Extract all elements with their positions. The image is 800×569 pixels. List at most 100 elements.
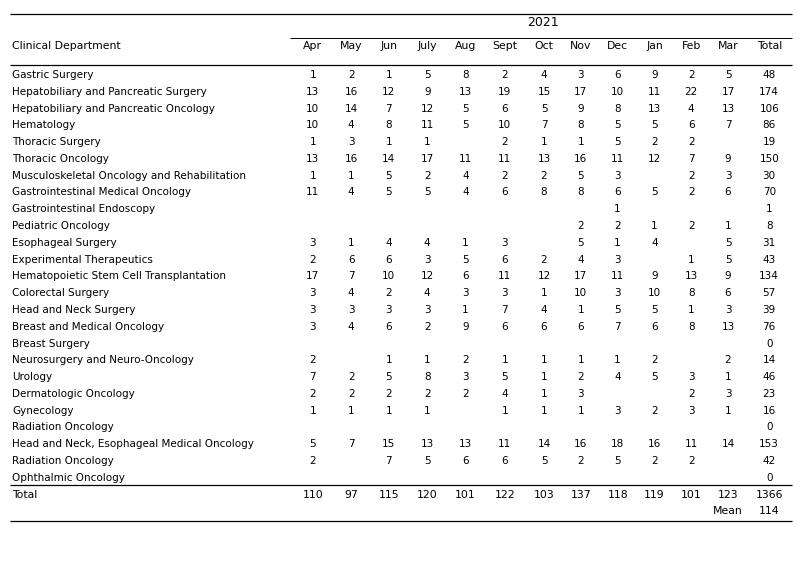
Text: 2: 2 <box>688 171 694 181</box>
Text: 2: 2 <box>502 137 508 147</box>
Text: 4: 4 <box>688 104 694 114</box>
Text: 6: 6 <box>502 188 508 197</box>
Text: 13: 13 <box>722 322 734 332</box>
Text: 7: 7 <box>386 456 392 466</box>
Text: 3: 3 <box>578 70 584 80</box>
Text: 1: 1 <box>725 372 731 382</box>
Text: 4: 4 <box>348 322 354 332</box>
Text: 6: 6 <box>462 456 469 466</box>
Text: 5: 5 <box>386 171 392 181</box>
Text: 8: 8 <box>688 322 694 332</box>
Text: 115: 115 <box>378 489 399 500</box>
Text: 7: 7 <box>348 439 354 450</box>
Text: 1: 1 <box>651 221 658 231</box>
Text: 0: 0 <box>766 339 773 349</box>
Text: 1: 1 <box>578 406 584 416</box>
Text: 2: 2 <box>651 456 658 466</box>
Text: 1: 1 <box>462 305 469 315</box>
Text: 6: 6 <box>725 288 731 298</box>
Text: 5: 5 <box>578 238 584 248</box>
Text: 14: 14 <box>722 439 734 450</box>
Text: 3: 3 <box>614 255 621 265</box>
Text: 2: 2 <box>578 221 584 231</box>
Text: 3: 3 <box>348 305 354 315</box>
Text: 4: 4 <box>348 121 354 130</box>
Text: 6: 6 <box>578 322 584 332</box>
Text: 13: 13 <box>538 154 550 164</box>
Text: 5: 5 <box>424 70 430 80</box>
Text: 13: 13 <box>648 104 661 114</box>
Text: 5: 5 <box>578 171 584 181</box>
Text: 14: 14 <box>762 355 776 365</box>
Text: 5: 5 <box>424 456 430 466</box>
Text: 11: 11 <box>685 439 698 450</box>
Text: 2: 2 <box>651 355 658 365</box>
Text: 3: 3 <box>424 255 430 265</box>
Text: Mean: Mean <box>713 506 743 517</box>
Text: 14: 14 <box>345 104 358 114</box>
Text: 1: 1 <box>502 355 508 365</box>
Text: 11: 11 <box>648 87 661 97</box>
Text: 8: 8 <box>578 121 584 130</box>
Text: 6: 6 <box>386 322 392 332</box>
Text: 101: 101 <box>455 489 476 500</box>
Text: Sept: Sept <box>492 41 518 51</box>
Text: 5: 5 <box>614 305 621 315</box>
Text: 5: 5 <box>502 372 508 382</box>
Text: 3: 3 <box>688 372 694 382</box>
Text: 13: 13 <box>306 154 319 164</box>
Text: 3: 3 <box>614 406 621 416</box>
Text: 5: 5 <box>462 104 469 114</box>
Text: 10: 10 <box>611 87 624 97</box>
Text: 2: 2 <box>688 70 694 80</box>
Text: 5: 5 <box>424 188 430 197</box>
Text: 17: 17 <box>306 271 319 282</box>
Text: 6: 6 <box>688 121 694 130</box>
Text: 3: 3 <box>386 305 392 315</box>
Text: 10: 10 <box>306 104 319 114</box>
Text: Hematology: Hematology <box>12 121 75 130</box>
Text: 4: 4 <box>541 305 547 315</box>
Text: 3: 3 <box>348 137 354 147</box>
Text: 48: 48 <box>762 70 776 80</box>
Text: 9: 9 <box>424 87 430 97</box>
Text: 3: 3 <box>310 322 316 332</box>
Text: 3: 3 <box>725 171 731 181</box>
Text: 6: 6 <box>725 188 731 197</box>
Text: 2: 2 <box>688 137 694 147</box>
Text: 1: 1 <box>424 355 430 365</box>
Text: 1: 1 <box>386 406 392 416</box>
Text: 5: 5 <box>651 121 658 130</box>
Text: 16: 16 <box>574 154 587 164</box>
Text: 3: 3 <box>424 305 430 315</box>
Text: 17: 17 <box>574 87 587 97</box>
Text: 0: 0 <box>766 473 773 483</box>
Text: 13: 13 <box>306 87 319 97</box>
Text: 2: 2 <box>310 255 316 265</box>
Text: 8: 8 <box>614 104 621 114</box>
Text: 120: 120 <box>417 489 438 500</box>
Text: 1: 1 <box>766 204 773 215</box>
Text: 12: 12 <box>648 154 661 164</box>
Text: 1: 1 <box>310 406 316 416</box>
Text: 4: 4 <box>424 238 430 248</box>
Text: 174: 174 <box>759 87 779 97</box>
Text: 4: 4 <box>348 188 354 197</box>
Text: 1: 1 <box>541 137 547 147</box>
Text: 12: 12 <box>382 87 395 97</box>
Text: Hepatobiliary and Pancreatic Surgery: Hepatobiliary and Pancreatic Surgery <box>12 87 206 97</box>
Text: 97: 97 <box>344 489 358 500</box>
Text: 46: 46 <box>762 372 776 382</box>
Text: 5: 5 <box>310 439 316 450</box>
Text: 43: 43 <box>762 255 776 265</box>
Text: 7: 7 <box>541 121 547 130</box>
Text: 13: 13 <box>459 439 472 450</box>
Text: Hematopoietic Stem Cell Transplantation: Hematopoietic Stem Cell Transplantation <box>12 271 226 282</box>
Text: 1: 1 <box>578 137 584 147</box>
Text: 7: 7 <box>614 322 621 332</box>
Text: 2: 2 <box>386 288 392 298</box>
Text: Thoracic Oncology: Thoracic Oncology <box>12 154 109 164</box>
Text: 57: 57 <box>762 288 776 298</box>
Text: 13: 13 <box>459 87 472 97</box>
Text: 1: 1 <box>348 171 354 181</box>
